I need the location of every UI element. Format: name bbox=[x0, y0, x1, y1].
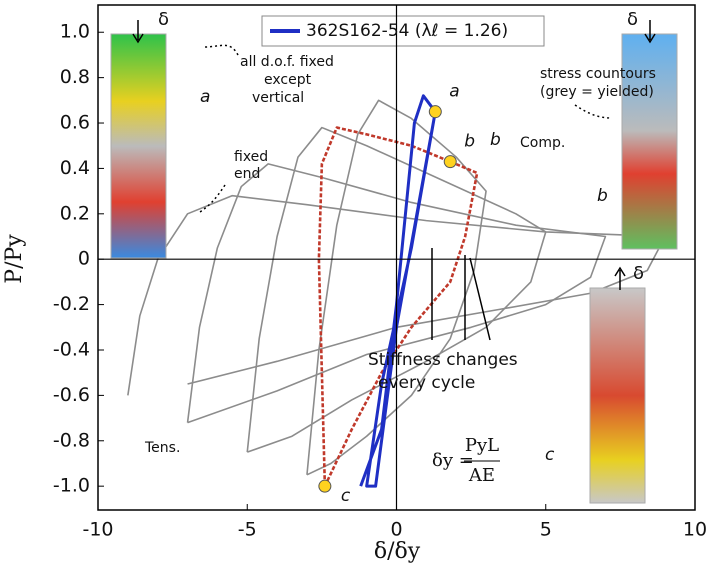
y-tick-label: 0.2 bbox=[60, 202, 90, 224]
annotation: δ bbox=[158, 9, 169, 30]
annotation: all d.o.f. fixed bbox=[240, 54, 334, 70]
point-marker bbox=[444, 156, 456, 168]
annotation: b bbox=[597, 186, 608, 206]
annotation: a bbox=[200, 87, 210, 107]
annotation: stress countours bbox=[540, 66, 656, 82]
y-tick-label: 0.8 bbox=[60, 66, 90, 88]
callout bbox=[575, 105, 612, 118]
arrow bbox=[615, 268, 625, 290]
annotation: vertical bbox=[252, 90, 304, 106]
fe-image bbox=[590, 288, 645, 503]
annotation: every cycle bbox=[378, 373, 475, 393]
annotation: PyL bbox=[465, 435, 499, 456]
x-tick-label: -10 bbox=[82, 519, 113, 541]
y-tick-label: -0.8 bbox=[53, 429, 90, 451]
point-marker bbox=[429, 106, 441, 118]
annotation: Stiffness changes bbox=[368, 350, 518, 370]
annotation: AE bbox=[468, 465, 495, 486]
x-tick-label: 10 bbox=[683, 519, 707, 541]
x-axis-label: δ/δy bbox=[374, 539, 421, 564]
y-tick-label: -0.4 bbox=[53, 338, 90, 360]
point-label: b bbox=[464, 132, 475, 152]
annotation: Tens. bbox=[144, 440, 180, 456]
annotation: Comp. bbox=[520, 135, 565, 151]
annotation: except bbox=[264, 72, 312, 88]
y-tick-label: -0.2 bbox=[53, 293, 90, 315]
y-tick-label: -1.0 bbox=[53, 475, 90, 497]
annotation: δ bbox=[633, 263, 644, 284]
annotation: end bbox=[234, 166, 260, 182]
y-tick-label: 0.6 bbox=[60, 112, 90, 134]
chart: P/Py δ/δy 1.0 0.8 0.6 0.4 0.2 0 -0.2 -0.4 -0.6 -0… bbox=[0, 0, 716, 569]
annotation: δ bbox=[627, 9, 638, 30]
legend-label: 362S162-54 (λℓ = 1.26) bbox=[306, 21, 508, 41]
annotation: b bbox=[490, 130, 501, 150]
fe-image bbox=[111, 34, 166, 258]
annotation: c bbox=[545, 445, 555, 465]
series-line bbox=[361, 96, 436, 486]
point-label: c bbox=[341, 486, 351, 506]
point-marker bbox=[319, 480, 331, 492]
x-tick-label: 5 bbox=[540, 519, 552, 541]
y-axis-label: P/Py bbox=[2, 234, 27, 284]
x-tick-label: -5 bbox=[238, 519, 257, 541]
annotation: fixed bbox=[234, 149, 268, 165]
y-tick-label: 0 bbox=[78, 248, 90, 270]
callout bbox=[205, 45, 238, 55]
x-tick-label: 0 bbox=[390, 519, 402, 541]
point-label: a bbox=[449, 82, 459, 102]
y-tick-label: 1.0 bbox=[60, 21, 90, 43]
y-tick-label: -0.6 bbox=[53, 384, 90, 406]
y-tick-label: 0.4 bbox=[60, 157, 90, 179]
annotation: (grey = yielded) bbox=[540, 84, 654, 100]
